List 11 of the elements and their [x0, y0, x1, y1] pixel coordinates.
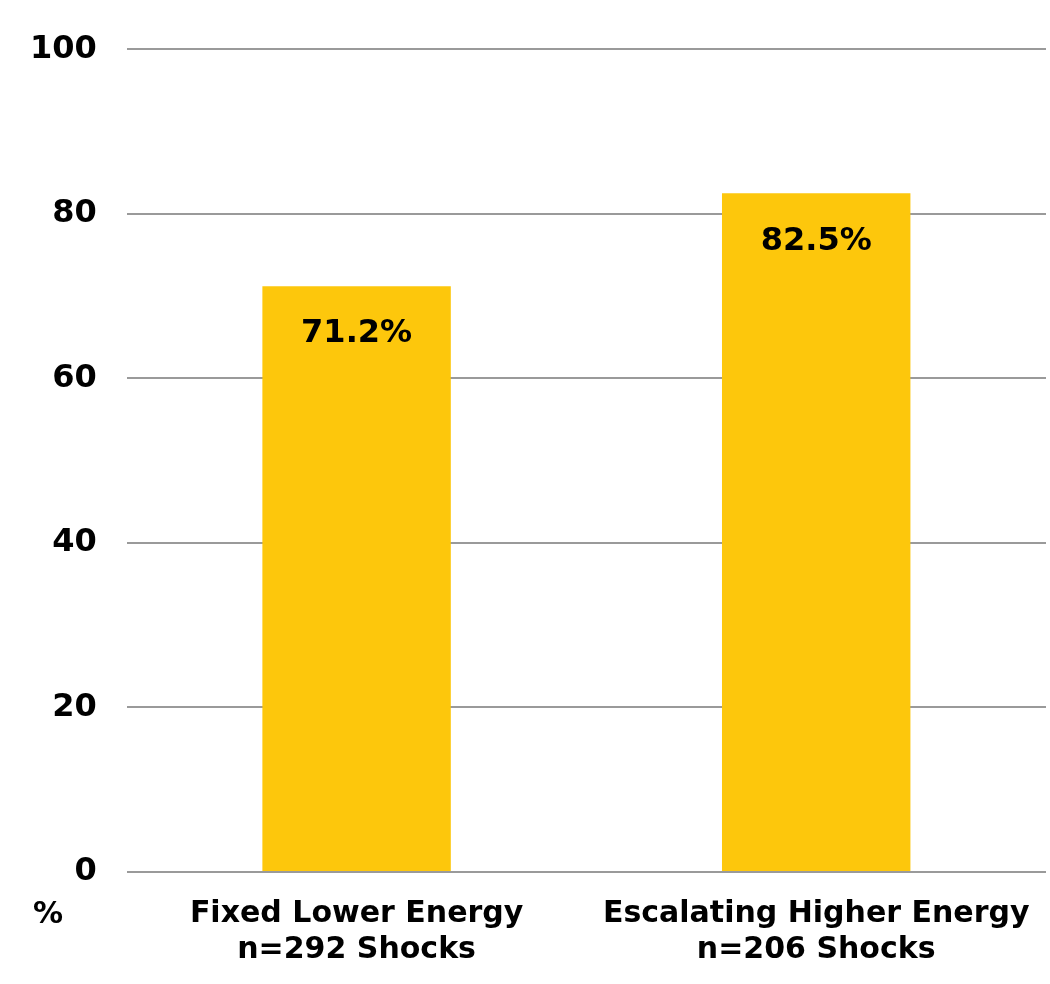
y-tick-label: 40 — [52, 521, 97, 560]
data-label: 82.5% — [760, 219, 872, 258]
x-tick-label: Escalating Higher Energy n=206 Shocks — [602, 893, 1030, 965]
y-tick-label: 80 — [52, 192, 97, 231]
x-tick-label: Fixed Lower Energy n=292 Shocks — [189, 893, 524, 965]
y-tick-label: 20 — [52, 685, 97, 724]
y-tick-label: 100 — [30, 27, 97, 66]
y-tick-label: 60 — [52, 356, 97, 395]
y-axis-title: % — [32, 894, 64, 930]
data-label: 71.2% — [301, 312, 413, 351]
y-tick-label: 0 — [74, 850, 97, 889]
